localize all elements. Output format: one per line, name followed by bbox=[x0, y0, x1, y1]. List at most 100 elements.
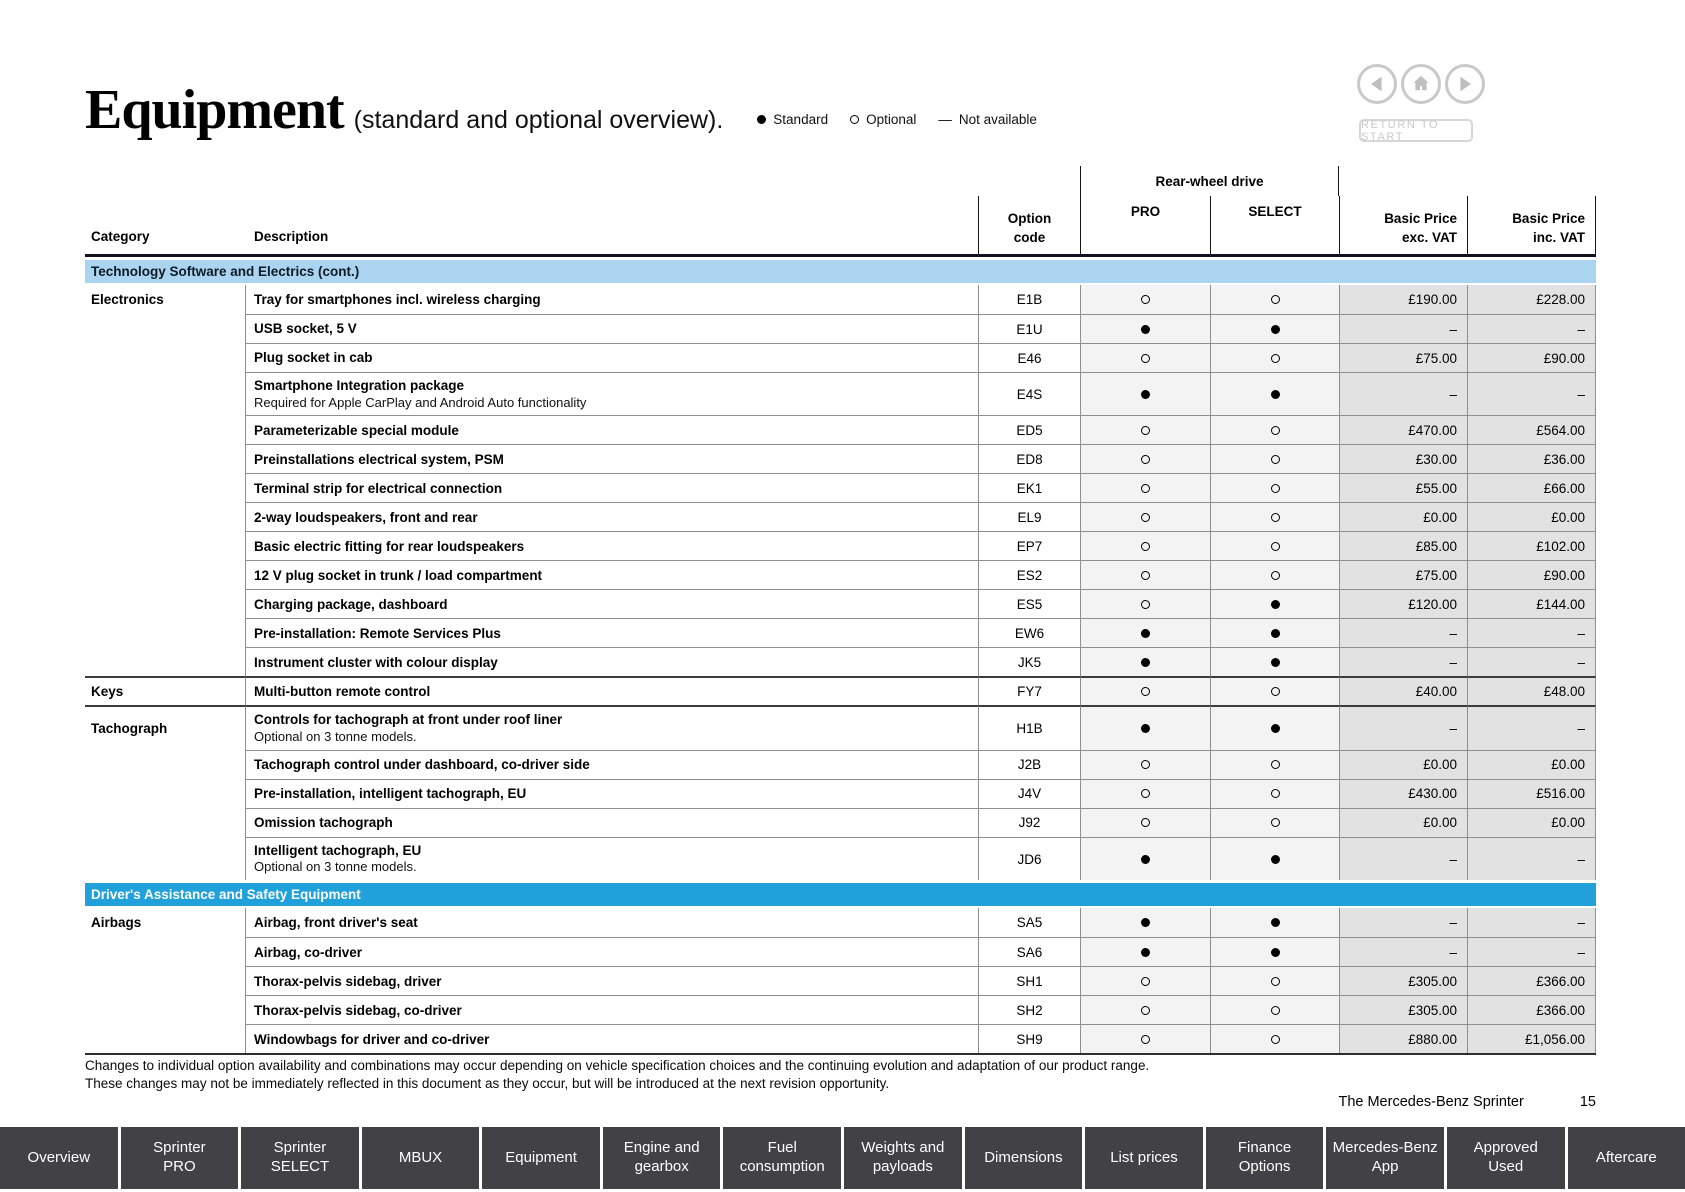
description-cell: Airbag, front driver's seat bbox=[245, 908, 978, 938]
option-code-cell: ES5 bbox=[978, 589, 1080, 619]
standard-marker-icon bbox=[1141, 389, 1150, 399]
next-page-button[interactable] bbox=[1445, 64, 1485, 104]
description-cell: Tray for smartphones incl. wireless char… bbox=[245, 285, 978, 314]
description-cell: Multi-button remote control bbox=[245, 676, 978, 706]
tab-sprinter-select[interactable]: Sprinter SELECT bbox=[241, 1127, 359, 1189]
price-inc-vat-cell: £366.00 bbox=[1467, 966, 1596, 996]
header-rear-wheel-drive: Rear-wheel drive bbox=[1080, 166, 1339, 196]
option-code-cell: E1U bbox=[978, 314, 1080, 343]
pro-availability-cell bbox=[1080, 473, 1210, 503]
table-row: Airbags Airbag, front driver's seat SA5 – – bbox=[85, 908, 1596, 938]
standard-marker-icon bbox=[1141, 628, 1150, 638]
optional-marker-icon bbox=[1141, 295, 1150, 304]
description-text: Omission tachograph bbox=[254, 815, 393, 831]
select-availability-cell bbox=[1210, 531, 1339, 561]
tab-label: Weights and bbox=[861, 1139, 945, 1157]
price-exc-vat-cell: – bbox=[1339, 647, 1467, 677]
description-text: 2-way loudspeakers, front and rear bbox=[254, 509, 478, 525]
bottom-navigation: Overview Sprinter PRO Sprinter SELECT MBUX Equ… bbox=[0, 1127, 1685, 1189]
table-row: Smartphone Integration package Required f… bbox=[85, 372, 1596, 416]
optional-marker-icon bbox=[1141, 818, 1150, 828]
pro-availability-cell bbox=[1080, 502, 1210, 532]
optional-marker-icon bbox=[1270, 295, 1280, 304]
home-button[interactable] bbox=[1401, 64, 1441, 104]
price-exc-vat-cell: £880.00 bbox=[1339, 1024, 1467, 1054]
description-text: Preinstallations electrical system, PSM bbox=[254, 451, 504, 467]
footnote-line-1: Changes to individual option availabilit… bbox=[85, 1058, 1150, 1073]
optional-marker-icon bbox=[1270, 976, 1280, 986]
page-number: 15 bbox=[1579, 1094, 1596, 1110]
description-cell: Controls for tachograph at front under r… bbox=[245, 705, 978, 750]
tab-engine-and-gearbox[interactable]: Engine and gearbox bbox=[602, 1127, 721, 1189]
previous-page-button[interactable] bbox=[1357, 64, 1397, 104]
category-cell bbox=[85, 531, 245, 560]
table-row: Basic electric fitting for rear loudspea… bbox=[85, 531, 1596, 561]
return-to-start-button[interactable]: RETURN TO START bbox=[1359, 119, 1473, 143]
description-cell: Airbag, co-driver bbox=[245, 937, 978, 967]
category-cell bbox=[85, 415, 245, 444]
tab-approved-used[interactable]: Approved Used bbox=[1446, 1127, 1565, 1189]
description-text: Multi-button remote control bbox=[254, 684, 431, 700]
header-option-line1: Option bbox=[1007, 210, 1052, 226]
tab-fuel-consumption[interactable]: Fuel consumption bbox=[723, 1127, 842, 1189]
option-code-cell: JK5 bbox=[978, 647, 1080, 677]
table-row: Pre-installation: Remote Services Plus EW… bbox=[85, 618, 1596, 648]
pro-availability-cell bbox=[1080, 560, 1210, 590]
table-row: Plug socket in cab E46 £75.00 £90.00 bbox=[85, 343, 1596, 372]
description-cell: 2-way loudspeakers, front and rear bbox=[245, 502, 978, 532]
description-text: Intelligent tachograph, EU bbox=[254, 842, 422, 858]
header-price-exc-vat: Basic Price exc. VAT bbox=[1339, 196, 1467, 254]
select-availability-cell bbox=[1210, 415, 1339, 445]
description-cell: Preinstallations electrical system, PSM bbox=[245, 444, 978, 474]
tab-overview[interactable]: Overview bbox=[0, 1127, 118, 1189]
description-text: Parameterizable special module bbox=[254, 422, 459, 438]
category-cell: Keys bbox=[85, 676, 245, 705]
legend-optional-label: Optional bbox=[866, 112, 917, 127]
category-cell bbox=[85, 589, 245, 618]
standard-marker-icon bbox=[1270, 389, 1280, 399]
description-cell: Pre-installation, intelligent tachograph… bbox=[245, 778, 978, 808]
header-select: SELECT bbox=[1210, 196, 1339, 254]
optional-marker-icon bbox=[1141, 760, 1150, 770]
pro-availability-cell bbox=[1080, 444, 1210, 474]
table-row: Terminal strip for electrical connection… bbox=[85, 473, 1596, 503]
tab-list-prices[interactable]: List prices bbox=[1085, 1127, 1203, 1189]
header-description: Description bbox=[254, 229, 329, 244]
legend-optional: Optional bbox=[850, 112, 916, 127]
category-cell bbox=[85, 966, 245, 995]
category-cell bbox=[85, 502, 245, 531]
tab-dimensions[interactable]: Dimensions bbox=[964, 1127, 1083, 1189]
tab-aftercare[interactable]: Aftercare bbox=[1567, 1127, 1685, 1189]
optional-marker-icon bbox=[1141, 425, 1150, 435]
select-availability-cell bbox=[1210, 778, 1339, 808]
table-row: Electronics Tray for smartphones incl. wi… bbox=[85, 285, 1596, 314]
description-cell: USB socket, 5 V bbox=[245, 314, 978, 343]
table-row: Omission tachograph J92 £0.00 £0.00 bbox=[85, 807, 1596, 837]
pro-availability-cell bbox=[1080, 676, 1210, 706]
category-cell bbox=[85, 995, 245, 1024]
header-exc-line2: exc. VAT bbox=[1401, 230, 1457, 246]
tab-label: Aftercare bbox=[1595, 1148, 1657, 1166]
tab-sprinter-pro[interactable]: Sprinter PRO bbox=[120, 1127, 239, 1189]
price-exc-vat-cell: £305.00 bbox=[1339, 995, 1467, 1025]
price-inc-vat-cell: £0.00 bbox=[1467, 502, 1596, 532]
pro-availability-cell bbox=[1080, 415, 1210, 445]
price-inc-vat-cell: £516.00 bbox=[1467, 778, 1596, 808]
standard-marker-icon bbox=[1270, 918, 1280, 928]
tab-weights-and-payloads[interactable]: Weights and payloads bbox=[844, 1127, 962, 1189]
tab-finance-options[interactable]: Finance Options bbox=[1205, 1127, 1324, 1189]
tab-label: Equipment bbox=[505, 1148, 577, 1166]
tab-equipment[interactable]: Equipment bbox=[482, 1127, 600, 1189]
tab-label: Finance bbox=[1237, 1139, 1292, 1157]
price-exc-vat-cell: £75.00 bbox=[1339, 560, 1467, 590]
description-text: Basic electric fitting for rear loudspea… bbox=[254, 538, 525, 554]
category-cell bbox=[85, 647, 245, 676]
standard-marker-icon bbox=[1270, 724, 1280, 734]
category-cell bbox=[85, 937, 245, 966]
select-availability-cell bbox=[1210, 807, 1339, 837]
tab-mercedes-benz-app[interactable]: Mercedes-Benz App bbox=[1326, 1127, 1444, 1189]
tab-mbux[interactable]: MBUX bbox=[361, 1127, 480, 1189]
home-icon bbox=[1413, 75, 1429, 91]
category-cell bbox=[85, 618, 245, 647]
option-code-cell: ED5 bbox=[978, 415, 1080, 445]
